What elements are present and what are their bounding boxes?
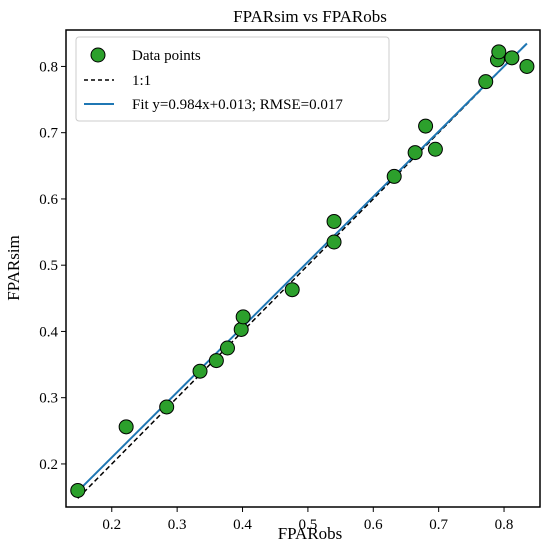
data-point (504, 50, 520, 66)
y-tick-label: 0.2 (39, 457, 58, 473)
y-tick-label: 0.5 (39, 258, 58, 274)
y-tick-label: 0.4 (39, 324, 58, 340)
data-point (478, 74, 494, 90)
y-tick-label: 0.7 (39, 126, 58, 142)
legend: Data points 1:1 Fit y=0.984x+0.013; RMSE… (75, 36, 390, 122)
data-point (70, 482, 86, 498)
legend-label-fit: Fit y=0.984x+0.013; RMSE=0.017 (132, 97, 343, 113)
x-tick-label: 0.2 (102, 517, 121, 533)
data-point (491, 44, 507, 60)
data-point (519, 58, 535, 74)
data-point (386, 168, 402, 184)
y-tick-label: 0.8 (39, 59, 58, 75)
data-point (407, 145, 423, 161)
x-tick-label: 0.7 (429, 517, 448, 533)
legend-label-data-points: Data points (132, 48, 201, 64)
plot-frame (65, 29, 541, 508)
data-point (284, 282, 300, 298)
x-axis-label: FPARobs (278, 524, 343, 543)
data-point (208, 353, 224, 369)
legend-label-one-to-one: 1:1 (132, 73, 151, 89)
data-point (326, 213, 342, 229)
data-point (427, 141, 443, 157)
y-tick-label: 0.3 (39, 391, 58, 407)
y-tick-label: 0.6 (39, 192, 58, 208)
x-tick-label: 0.5 (299, 517, 318, 533)
y-axis-label: FPARsim (4, 235, 23, 301)
x-tick-label: 0.8 (495, 517, 514, 533)
data-point (118, 419, 134, 435)
data-point (159, 399, 175, 415)
data-point (418, 118, 434, 134)
data-point (326, 234, 342, 250)
legend-frame (75, 36, 390, 122)
x-tick-label: 0.6 (364, 517, 383, 533)
x-tick-label: 0.4 (233, 517, 252, 533)
x-tick-label: 0.3 (168, 517, 187, 533)
y-axis-ticks: 0.2 0.3 0.4 0.5 0.6 0.7 0.8 (39, 59, 66, 473)
data-point (219, 340, 235, 356)
x-axis-ticks: 0.2 0.3 0.4 0.5 0.6 0.7 0.8 (102, 507, 513, 533)
data-point (192, 363, 208, 379)
chart-title: FPARsim vs FPARobs (233, 7, 387, 26)
data-point (233, 321, 249, 337)
legend-marker-data-points (90, 47, 106, 63)
data-point (235, 309, 251, 325)
fit-line (77, 42, 528, 493)
plot-area (70, 42, 535, 499)
